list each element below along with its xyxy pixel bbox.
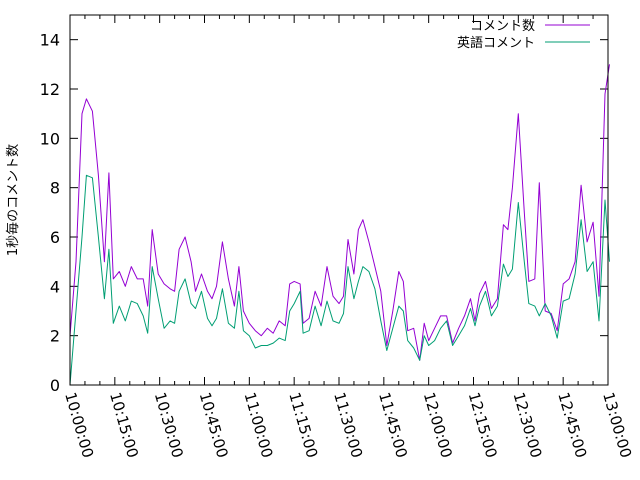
x-tick-label: 10:00:00 xyxy=(61,390,97,460)
series-layer xyxy=(69,64,610,386)
x-tick-label: 12:00:00 xyxy=(420,390,456,460)
x-tick-label: 10:15:00 xyxy=(106,390,142,460)
legend-label-2: 英語コメント xyxy=(457,35,535,51)
x-tick-label: 12:45:00 xyxy=(554,390,590,460)
series-line-1 xyxy=(69,64,610,361)
y-axis-label: 1秒毎のコメント数 xyxy=(5,144,21,256)
y-tick-label: 0 xyxy=(50,376,60,395)
y-tick-label: 4 xyxy=(50,277,60,296)
x-tick-label: 13:00:00 xyxy=(599,390,635,460)
x-tick-label: 10:45:00 xyxy=(196,390,232,460)
x-tick-label: 11:45:00 xyxy=(375,390,411,460)
x-tick-label: 11:15:00 xyxy=(285,390,321,460)
x-tick-label: 11:30:00 xyxy=(330,390,366,460)
x-tick-label: 12:30:00 xyxy=(509,390,545,460)
x-tick-label: 11:00:00 xyxy=(240,390,276,460)
x-tick-label: 10:30:00 xyxy=(151,390,187,460)
legend-label-1: コメント数 xyxy=(470,19,535,34)
y-tick-label: 8 xyxy=(50,179,60,198)
x-axis-ticks: 10:00:00 10:15:00 10:30:00 10:45:00 11:00:00… xyxy=(61,15,635,460)
y-tick-label: 14 xyxy=(40,31,60,50)
y-axis-ticks: 0 2 4 6 8 10 12 14 xyxy=(40,31,608,395)
x-tick-label: 12:15:00 xyxy=(465,390,501,460)
y-tick-label: 6 xyxy=(50,228,60,247)
series-line-2 xyxy=(69,174,610,386)
y-tick-label: 2 xyxy=(50,327,60,346)
y-tick-label: 12 xyxy=(40,80,60,99)
plot-frame xyxy=(69,14,609,386)
y-tick-label: 10 xyxy=(40,129,60,148)
